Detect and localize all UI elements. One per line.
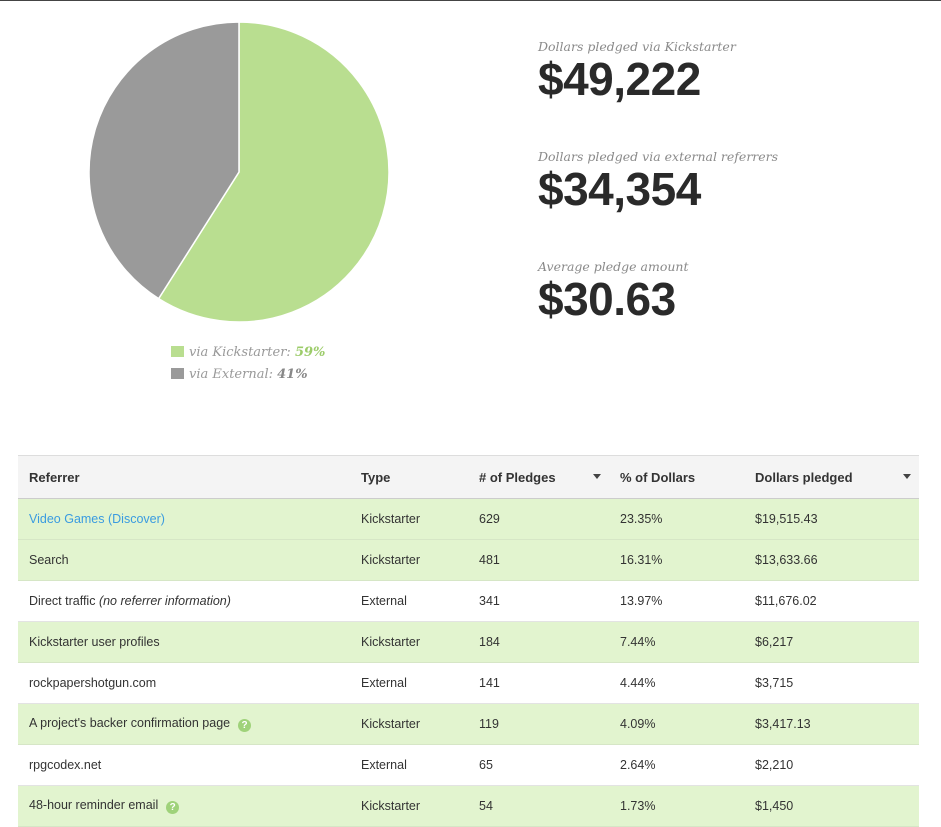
cell-dollars: $3,417.13 (744, 703, 919, 745)
stat-average-pledge: Average pledge amount $30.63 (538, 259, 689, 322)
stat-label: Dollars pledged via external referrers (538, 149, 779, 164)
cell-pledges: 341 (468, 580, 609, 622)
table-row: rockpapershotgun.com External 141 4.44% $3,7… (18, 662, 919, 704)
column-header-referrer[interactable]: Referrer (18, 455, 350, 499)
referrer-name: Search (29, 553, 69, 567)
cell-dollars: $13,633.66 (744, 539, 919, 581)
cell-pct: 16.31% (609, 539, 744, 581)
table-row: rpgcodex.net External 65 2.64% $2,210 (18, 744, 919, 786)
cell-pct: 4.44% (609, 662, 744, 704)
cell-pledges: 65 (468, 744, 609, 786)
legend-pct-external: 41% (277, 367, 308, 382)
cell-type: Kickstarter (350, 703, 468, 745)
stat-label: Average pledge amount (538, 259, 689, 274)
referrer-name: A project's backer confirmation page (29, 716, 231, 730)
cell-pct: 2.64% (609, 744, 744, 786)
legend-label-kickstarter: via Kickstarter: (189, 345, 291, 360)
table-row: Direct traffic (no referrer information)… (18, 580, 919, 622)
cell-pct: 13.97% (609, 580, 744, 622)
cell-pct: 23.35% (609, 498, 744, 540)
cell-referrer: Search (18, 539, 350, 581)
cell-pct: 7.44% (609, 621, 744, 663)
cell-referrer: Kickstarter user profiles (18, 621, 350, 663)
cell-pledges: 184 (468, 621, 609, 663)
legend-item-external: via External: 41% (171, 367, 308, 382)
referrer-name: Kickstarter user profiles (29, 635, 160, 649)
cell-type: Kickstarter (350, 785, 468, 827)
pledge-source-pie-chart (88, 21, 390, 323)
legend-swatch-external (171, 368, 184, 379)
table-row: A project's backer confirmation page? Kic… (18, 703, 919, 745)
table-body: Video Games (Discover) Kickstarter 629 23.3… (18, 498, 919, 827)
cell-referrer: Direct traffic (no referrer information) (18, 580, 350, 622)
cell-type: External (350, 744, 468, 786)
legend-item-kickstarter: via Kickstarter: 59% (171, 345, 325, 360)
legend-label-external: via External: (189, 367, 273, 382)
column-header-dollars[interactable]: Dollars pledged (744, 455, 919, 499)
cell-dollars: $11,676.02 (744, 580, 919, 622)
cell-referrer: A project's backer confirmation page? (18, 703, 350, 745)
help-icon[interactable]: ? (238, 719, 252, 732)
referrer-name: rockpapershotgun.com (29, 676, 157, 690)
cell-type: Kickstarter (350, 621, 468, 663)
cell-type: External (350, 662, 468, 704)
column-header-type[interactable]: Type (350, 455, 468, 499)
pie-chart-svg (88, 21, 390, 323)
cell-dollars: $1,450 (744, 785, 919, 827)
cell-type: External (350, 580, 468, 622)
column-header-pledges-label: # of Pledges (479, 469, 556, 485)
pie-slice-via-external (88, 21, 240, 300)
legend-swatch-kickstarter (171, 346, 184, 357)
help-icon[interactable]: ? (166, 801, 180, 814)
column-header-pct[interactable]: % of Dollars (609, 455, 744, 499)
referrer-name: rpgcodex.net (29, 758, 102, 772)
cell-pledges: 119 (468, 703, 609, 745)
legend-pct-kickstarter: 59% (294, 345, 326, 360)
stat-kickstarter-dollars: Dollars pledged via Kickstarter $49,222 (538, 39, 736, 102)
cell-pct: 4.09% (609, 703, 744, 745)
stat-value: $49,222 (538, 53, 701, 105)
column-header-pledges[interactable]: # of Pledges (468, 455, 609, 499)
stat-external-dollars: Dollars pledged via external referrers $… (538, 149, 778, 212)
cell-pct: 1.73% (609, 785, 744, 827)
cell-referrer: Video Games (Discover) (18, 498, 350, 540)
cell-referrer: rockpapershotgun.com (18, 662, 350, 704)
cell-pledges: 629 (468, 498, 609, 540)
cell-pledges: 141 (468, 662, 609, 704)
cell-dollars: $6,217 (744, 621, 919, 663)
referrer-name: Direct traffic (29, 594, 96, 608)
table-header-row: Referrer Type # of Pledges % of Dollars … (18, 455, 919, 499)
cell-pledges: 481 (468, 539, 609, 581)
stat-value: $30.63 (538, 273, 676, 325)
cell-dollars: $3,715 (744, 662, 919, 704)
column-header-dollars-label: Dollars pledged (755, 469, 853, 485)
cell-referrer: 48-hour reminder email? (18, 785, 350, 827)
referrer-note: (no referrer information) (98, 594, 231, 608)
referrer-link[interactable]: Video Games (Discover) (29, 512, 165, 526)
referrer-name: 48-hour reminder email (29, 798, 159, 812)
stat-label: Dollars pledged via Kickstarter (538, 39, 736, 54)
cell-dollars: $2,210 (744, 744, 919, 786)
pie-slice-via-kickstarter (157, 21, 390, 323)
stat-value: $34,354 (538, 163, 701, 215)
cell-type: Kickstarter (350, 539, 468, 581)
table-row: 48-hour reminder email? Kickstarter 54 1.73… (18, 785, 919, 827)
table-row: Kickstarter user profiles Kickstarter 184 7… (18, 621, 919, 663)
sort-arrow-icon[interactable] (903, 474, 911, 479)
table-row: Search Kickstarter 481 16.31% $13,633.66 (18, 539, 919, 581)
table-row: Video Games (Discover) Kickstarter 629 23.3… (18, 498, 919, 540)
referrer-table: Referrer Type # of Pledges % of Dollars … (18, 455, 919, 827)
cell-type: Kickstarter (350, 498, 468, 540)
cell-dollars: $19,515.43 (744, 498, 919, 540)
sort-arrow-icon[interactable] (593, 474, 601, 479)
cell-referrer: rpgcodex.net (18, 744, 350, 786)
cell-pledges: 54 (468, 785, 609, 827)
